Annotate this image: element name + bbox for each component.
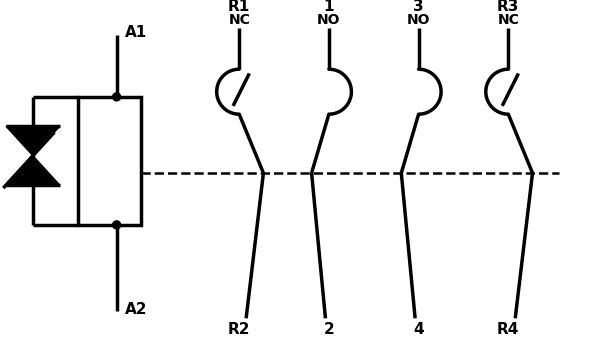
Text: NO: NO [317,13,341,27]
Text: R1: R1 [228,0,251,14]
Bar [78,97,141,225]
Text: A1: A1 [124,25,147,40]
Text: R3: R3 [497,0,520,14]
Text: R2: R2 [228,322,251,337]
Text: NC: NC [498,13,519,27]
Text: NO: NO [407,13,431,27]
Text: R4: R4 [497,322,520,337]
Circle shape [112,93,121,101]
Text: 2: 2 [324,322,334,337]
Text: 4: 4 [413,322,424,337]
Text: A2: A2 [124,302,147,317]
Polygon shape [6,156,60,185]
Text: 3: 3 [413,0,424,14]
Text: 1: 1 [324,0,334,14]
Text: NC: NC [228,13,250,27]
Polygon shape [6,126,60,156]
Circle shape [112,221,121,229]
